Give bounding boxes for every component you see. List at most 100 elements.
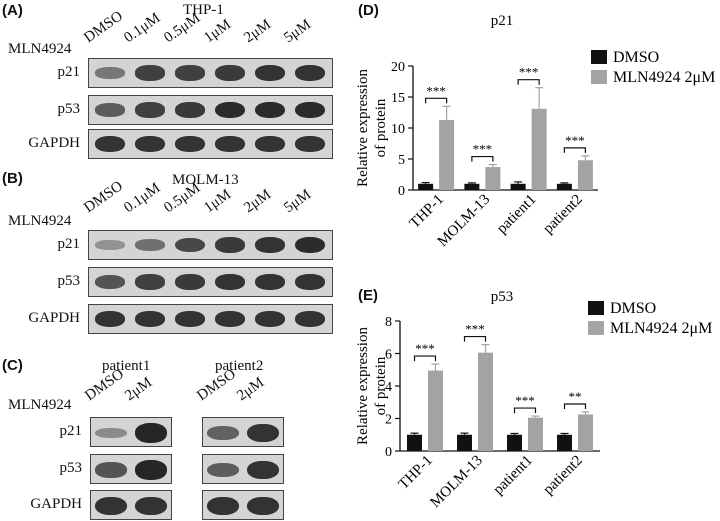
significance-marker: *** xyxy=(473,142,493,157)
blot-band xyxy=(175,102,205,118)
significance-bracket xyxy=(425,97,448,104)
blot-band xyxy=(95,135,125,153)
legend-swatch xyxy=(591,50,607,64)
blot-strip-p53 xyxy=(90,454,172,484)
blot-band xyxy=(175,310,205,328)
y-axis-label-line: Relative expression xyxy=(355,69,371,187)
blot-strip-p53 xyxy=(88,267,333,297)
significance-marker: *** xyxy=(515,393,535,408)
treatment-label-b: MLN4924 xyxy=(8,213,72,229)
blot-band xyxy=(95,240,125,250)
x-category-label: patient2 xyxy=(540,192,585,237)
significance-marker: *** xyxy=(415,341,435,356)
y-tick-label: 0 xyxy=(398,184,405,199)
significance-marker: *** xyxy=(519,65,539,80)
x-category-label: THP-1 xyxy=(407,192,447,232)
blot-band xyxy=(175,237,205,253)
blot-band xyxy=(255,273,285,291)
patient1-title: patient1 xyxy=(102,358,151,374)
blot-strip-p21 xyxy=(88,230,333,260)
blot-band xyxy=(175,135,205,153)
lane-label: 5μM xyxy=(281,186,315,217)
blot-strip-gapdh xyxy=(90,490,172,520)
significance-bracket xyxy=(513,407,537,414)
bar-dmso xyxy=(556,183,572,190)
blot-strip-gapdh xyxy=(88,304,333,334)
row-label-p53: p53 xyxy=(57,273,81,289)
row-label-p21: p21 xyxy=(57,64,81,80)
blot-band xyxy=(255,236,285,254)
y-tick-label: 8 xyxy=(385,315,392,330)
legend-swatch xyxy=(591,70,607,84)
significance-bracket xyxy=(413,355,437,362)
blot-strip-gapdh xyxy=(202,490,284,520)
blot-band xyxy=(247,496,279,516)
lane-label: 1μM xyxy=(201,186,235,217)
y-axis-label: Relative expression of protein xyxy=(355,69,389,187)
treatment-label-a: MLN4924 xyxy=(8,41,72,57)
blot-strip-p21 xyxy=(202,417,284,447)
row-label-p21: p21 xyxy=(59,423,83,439)
blot-band xyxy=(215,101,245,119)
blot-band xyxy=(135,102,165,118)
significance-marker: ** xyxy=(569,389,582,404)
blot-band xyxy=(255,135,285,153)
blot-band xyxy=(295,310,325,328)
row-label-gapdh: GAPDH xyxy=(30,496,82,512)
bar-dmso xyxy=(407,434,422,451)
legend-swatch xyxy=(588,321,604,335)
y-tick-label: 4 xyxy=(385,380,392,395)
blot-band xyxy=(247,423,279,443)
bar-mln4924 xyxy=(485,167,501,190)
y-tick-label: 6 xyxy=(385,348,392,363)
blot-band xyxy=(135,65,165,81)
y-axis-label-line: of protein xyxy=(373,98,389,157)
y-axis-label-line: Relative expression xyxy=(355,327,371,445)
blot-band xyxy=(255,101,285,119)
row-label-gapdh: GAPDH xyxy=(28,135,80,151)
bar-chart-p21: p21 Relative expression of protein 0 5 10 15 20… xyxy=(355,13,715,250)
blot-band xyxy=(295,101,325,119)
panel-label-a: (A) xyxy=(2,2,23,19)
blot-band xyxy=(215,273,245,291)
blot-band xyxy=(95,67,125,79)
legend-label: DMSO xyxy=(613,49,659,66)
blot-band xyxy=(295,236,325,254)
significance-marker: *** xyxy=(465,322,485,337)
patient2-title: patient2 xyxy=(215,358,264,374)
blot-strip-p21 xyxy=(88,58,333,88)
bar-mln4924 xyxy=(531,108,547,190)
blot-band xyxy=(135,135,165,153)
y-axis-label-line: of protein xyxy=(373,356,389,415)
significance-marker: *** xyxy=(565,133,585,148)
blot-band xyxy=(207,462,239,478)
lane-label: 2μM xyxy=(241,186,275,217)
lane-label: 2μM xyxy=(241,16,275,47)
lane-label: 1μM xyxy=(201,16,235,47)
bar-dmso xyxy=(418,183,434,190)
blot-band xyxy=(175,65,205,81)
legend-label: DMSO xyxy=(610,300,656,317)
blot-band xyxy=(135,496,167,516)
lane-label: DMSO xyxy=(81,8,126,47)
y-tick-label: 5 xyxy=(398,153,405,168)
bar-mln4924 xyxy=(439,119,455,190)
blot-band xyxy=(247,460,279,480)
significance-bracket xyxy=(563,403,587,409)
bar-mln4924 xyxy=(577,160,593,190)
y-tick-label: 20 xyxy=(391,60,405,75)
row-label-p21: p21 xyxy=(57,236,81,252)
blot-band xyxy=(135,422,167,444)
blot-band xyxy=(295,64,325,82)
blot-band xyxy=(255,310,285,328)
legend-label: MLN4924 2μM xyxy=(610,320,712,337)
blot-band xyxy=(295,273,325,291)
blot-band xyxy=(95,427,127,439)
bar-dmso xyxy=(464,183,480,190)
blot-band xyxy=(95,496,127,516)
blot-band xyxy=(215,310,245,328)
lane-label: 0.1μM xyxy=(121,10,164,47)
row-label-p53: p53 xyxy=(59,460,83,476)
blot-band xyxy=(215,135,245,153)
